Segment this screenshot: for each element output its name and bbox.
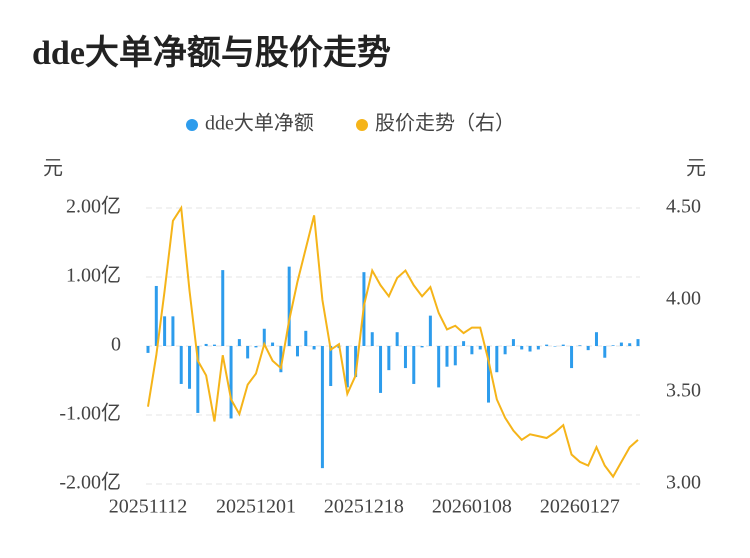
y-tick-label: -1.00亿 — [59, 402, 121, 425]
bar — [487, 346, 491, 403]
bar — [420, 346, 424, 348]
bar — [428, 315, 432, 346]
chart-title: dde大单净额与股价走势 — [32, 34, 391, 72]
bar — [545, 344, 549, 346]
bar — [528, 346, 532, 352]
bar — [237, 339, 241, 346]
bar — [329, 346, 333, 387]
bar — [403, 346, 407, 369]
bar — [229, 346, 233, 419]
bar — [470, 346, 474, 355]
x-tick-label: 20251112 — [109, 496, 188, 518]
bar — [478, 346, 482, 350]
x-tick-label: 20260108 — [432, 496, 512, 518]
bar — [628, 343, 632, 346]
bar — [603, 346, 607, 358]
bar — [636, 339, 640, 346]
y2-tick-label: 3.00 — [666, 472, 701, 494]
bar — [412, 346, 416, 384]
x-tick-label: 20251201 — [216, 496, 296, 518]
bar — [553, 346, 557, 347]
bar — [395, 332, 399, 346]
y-tick-label: 0 — [111, 334, 121, 356]
bar — [154, 285, 158, 346]
bar — [586, 346, 590, 351]
y2-axis-label: 元 — [686, 158, 706, 180]
price-line — [147, 205, 639, 479]
bar — [246, 346, 250, 359]
bar — [511, 339, 515, 346]
bar — [146, 346, 150, 353]
bar — [437, 346, 441, 388]
bar — [196, 346, 200, 413]
bar — [570, 346, 574, 369]
y2-tick-label: 4.00 — [666, 288, 701, 310]
bar — [503, 346, 507, 355]
bar — [520, 346, 524, 350]
legend-label: 股价走势（右） — [375, 112, 515, 135]
bar — [295, 346, 299, 357]
bar — [254, 346, 258, 348]
bar — [212, 344, 216, 346]
bar — [354, 346, 358, 378]
bar — [204, 343, 208, 346]
legend-marker — [186, 119, 198, 131]
y-tick-label: 1.00亿 — [66, 264, 121, 287]
bar — [495, 346, 499, 373]
bar — [287, 266, 291, 346]
bar — [453, 346, 457, 366]
bar — [462, 341, 466, 346]
bar — [379, 346, 383, 393]
bar — [271, 342, 275, 346]
y2-tick-label: 3.50 — [666, 380, 701, 402]
bar — [179, 346, 183, 384]
y-tick-label: 2.00亿 — [66, 195, 121, 218]
bar — [188, 346, 192, 389]
bar — [536, 346, 540, 350]
legend-label: dde大单净额 — [205, 112, 314, 135]
bar — [611, 345, 615, 346]
bar — [304, 330, 308, 346]
bar — [312, 346, 316, 350]
bar — [163, 316, 167, 346]
bar — [171, 316, 175, 346]
y-tick-label: -2.00亿 — [59, 471, 121, 494]
y2-tick-label: 4.50 — [666, 196, 701, 218]
x-tick-label: 20251218 — [324, 496, 404, 518]
x-tick-label: 20260127 — [540, 496, 620, 518]
bar — [262, 328, 266, 346]
bar — [561, 344, 565, 346]
bar — [387, 346, 391, 371]
bar — [320, 346, 324, 469]
bar — [370, 332, 374, 346]
bar — [345, 346, 349, 388]
legend-marker — [356, 119, 368, 131]
bar — [594, 332, 598, 346]
bar — [619, 342, 623, 346]
bar — [578, 345, 582, 346]
bar — [445, 346, 449, 367]
y-axis-label: 元 — [43, 158, 63, 180]
bar — [221, 270, 225, 346]
bar — [279, 346, 283, 373]
